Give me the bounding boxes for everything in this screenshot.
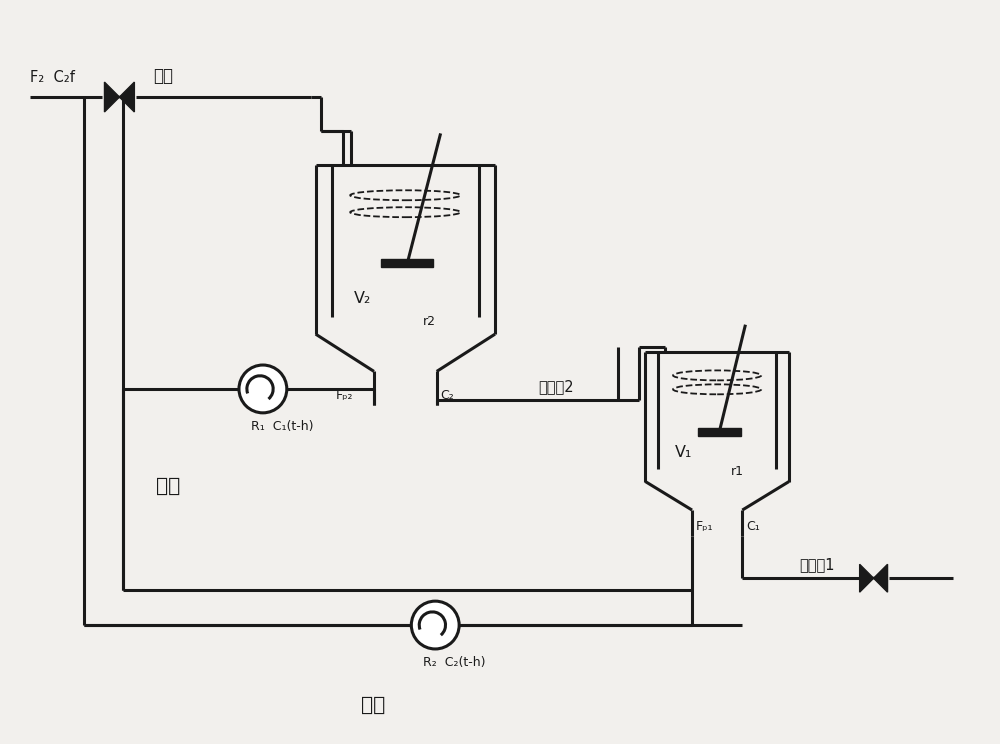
Text: Fₚ₂: Fₚ₂ xyxy=(336,389,354,402)
Text: Fₚ₁: Fₚ₁ xyxy=(696,520,714,533)
Bar xyxy=(698,429,741,437)
Text: C₁: C₁ xyxy=(746,520,760,533)
Text: V₁: V₁ xyxy=(675,445,693,460)
Text: F₂  C₂f: F₂ C₂f xyxy=(30,70,75,85)
Circle shape xyxy=(411,601,459,649)
Circle shape xyxy=(239,365,287,413)
Text: 循环: 循环 xyxy=(361,696,385,715)
Polygon shape xyxy=(104,82,119,112)
Text: 物料流2: 物料流2 xyxy=(538,379,573,394)
Text: C₂: C₂ xyxy=(441,389,454,402)
Text: V₂: V₂ xyxy=(354,291,371,307)
Text: R₂  C₂(t-h): R₂ C₂(t-h) xyxy=(423,656,486,669)
Text: r1: r1 xyxy=(731,464,744,478)
Polygon shape xyxy=(860,564,874,592)
Polygon shape xyxy=(874,564,888,592)
Text: 进料: 进料 xyxy=(153,67,173,85)
Bar xyxy=(381,259,433,267)
Text: 物料流1: 物料流1 xyxy=(799,557,834,572)
Polygon shape xyxy=(119,82,134,112)
Text: R₁  C₁(t-h): R₁ C₁(t-h) xyxy=(251,420,313,433)
Text: r2: r2 xyxy=(423,315,436,328)
Text: 循环: 循环 xyxy=(156,477,181,496)
